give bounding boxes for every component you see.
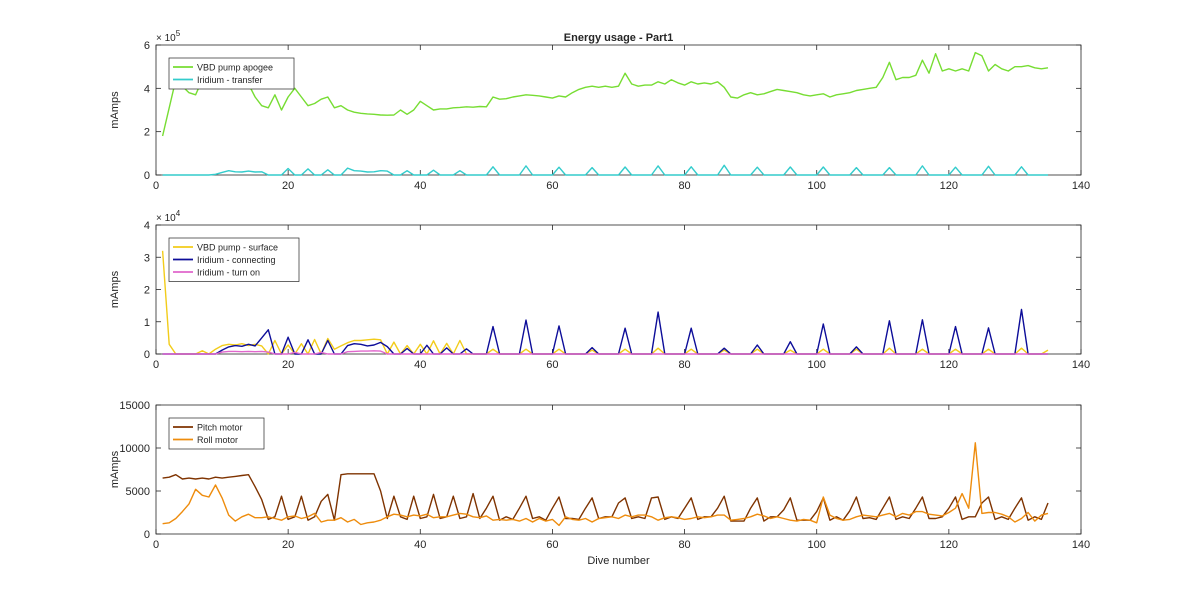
legend: VBD pump - surface Iridium - connecting Ir…	[168, 237, 300, 282]
y-axis-label: mAmps	[109, 91, 121, 129]
y-tick-label: 5000	[126, 486, 150, 498]
x-tick-label: 0	[153, 359, 159, 371]
legend: Pitch motor Roll motor	[168, 417, 265, 450]
x-tick-label: 0	[153, 180, 159, 192]
y-tick-label: 3	[144, 252, 150, 264]
legend-label: VBD pump apogee	[197, 63, 273, 73]
y-exponent-label: × 104	[156, 209, 181, 224]
y-exponent-power: 4	[176, 209, 181, 218]
y-tick-label: 0	[144, 529, 150, 541]
x-tick-label: 140	[1072, 539, 1090, 551]
x-tick-label: 100	[808, 180, 826, 192]
legend-box	[168, 57, 295, 90]
chart-panel-3: 0 20 40 60 80 100 120 140 0 5000 10000 15000 mAmps Di…	[109, 400, 1090, 567]
y-tick-label: 2	[144, 285, 150, 297]
x-tick-label: 140	[1072, 180, 1090, 192]
x-tick-label: 120	[940, 539, 958, 551]
axes-box	[155, 224, 1082, 355]
series-line-vbd-pump-apogee	[161, 51, 1049, 137]
y-exponent-base: × 10	[156, 213, 176, 224]
x-tick-label: 120	[940, 359, 958, 371]
x-tick-label: 20	[282, 359, 294, 371]
x-tick-label: 60	[546, 180, 558, 192]
chart-panel-1: 0 20 40 60 80 100 120 140 0 2 4 6 × 105 mAmps Energy u…	[109, 29, 1090, 192]
y-tick-label: 15000	[119, 400, 150, 412]
x-tick-label: 120	[940, 180, 958, 192]
legend-box	[168, 417, 265, 450]
legend-label: Roll motor	[197, 435, 238, 445]
x-tick-label: 80	[678, 359, 690, 371]
y-axis-label: mAmps	[109, 270, 121, 308]
x-tick-label: 140	[1072, 359, 1090, 371]
x-axis-label: Dive number	[587, 555, 650, 567]
y-exponent-base: × 10	[156, 33, 176, 44]
chart-title: Energy usage - Part1	[564, 32, 673, 44]
x-tick-label: 100	[808, 539, 826, 551]
y-tick-label: 6	[144, 40, 150, 52]
legend-label: Iridium - turn on	[197, 268, 260, 278]
y-tick-label: 0	[144, 170, 150, 182]
series-line-pitch-motor	[162, 473, 1049, 522]
series-line-iridium-transfer	[162, 164, 1048, 176]
legend-label: Iridium - connecting	[197, 255, 276, 265]
y-exponent-power: 5	[176, 29, 181, 38]
series-line-roll-motor	[162, 442, 1049, 527]
axes-box	[155, 44, 1082, 176]
x-tick-label: 60	[546, 539, 558, 551]
x-tick-label: 40	[414, 539, 426, 551]
y-axis-label: mAmps	[109, 450, 121, 488]
legend-label: VBD pump - surface	[197, 243, 278, 253]
x-tick-label: 80	[678, 539, 690, 551]
x-tick-label: 60	[546, 359, 558, 371]
y-tick-label: 2	[144, 127, 150, 139]
x-tick-label: 20	[282, 539, 294, 551]
axes-box	[155, 404, 1082, 535]
x-tick-label: 0	[153, 539, 159, 551]
x-tick-label: 40	[414, 359, 426, 371]
y-tick-label: 4	[144, 83, 150, 95]
y-tick-label: 0	[144, 349, 150, 361]
legend: VBD pump apogee Iridium - transfer	[168, 57, 295, 90]
x-tick-label: 40	[414, 180, 426, 192]
x-tick-label: 80	[678, 180, 690, 192]
series-line-iridium-turn-on	[162, 350, 1048, 355]
y-tick-label: 1	[144, 317, 150, 329]
y-tick-label: 4	[144, 220, 150, 232]
x-tick-label: 20	[282, 180, 294, 192]
y-tick-label: 10000	[119, 443, 150, 455]
legend-label: Iridium - transfer	[197, 75, 263, 85]
legend-label: Pitch motor	[197, 423, 243, 433]
x-tick-label: 100	[808, 359, 826, 371]
y-exponent-label: × 105	[156, 29, 181, 44]
